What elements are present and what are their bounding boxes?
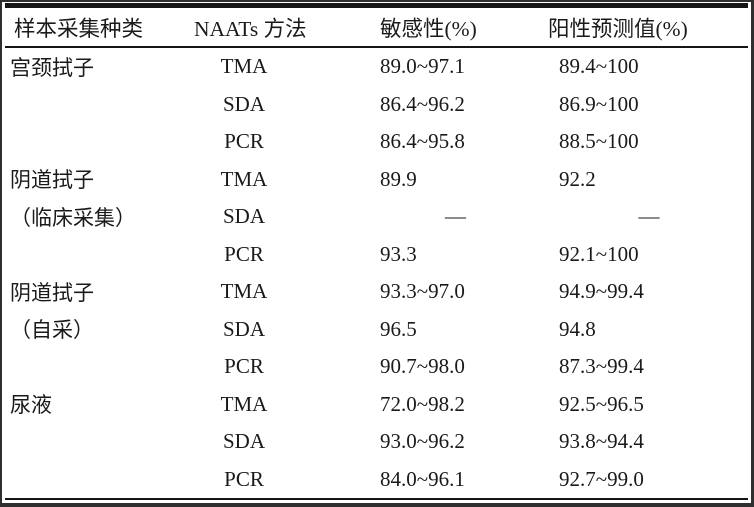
table-row: SDA 93.0~96.2 93.8~94.4 bbox=[2, 423, 751, 461]
table-row: 阴道拭子 TMA 93.3~97.0 94.9~99.4 bbox=[2, 273, 751, 311]
cell-sample: （临床采集） bbox=[10, 205, 136, 230]
cell-sensitivity: 93.0~96.2 bbox=[380, 429, 465, 454]
cell-method: PCR bbox=[224, 466, 264, 491]
header-rule bbox=[5, 46, 748, 48]
cell-method: SDA bbox=[222, 429, 265, 454]
cell-ppv: 94.9~99.4 bbox=[559, 279, 644, 304]
table-row: （临床采集） SDA — — bbox=[2, 198, 751, 236]
cell-sample: 尿液 bbox=[10, 393, 52, 418]
cell-sensitivity: 89.0~97.1 bbox=[380, 54, 465, 79]
cell-method: SDA bbox=[222, 316, 265, 341]
cell-ppv-no-data: — bbox=[638, 204, 660, 229]
cell-sensitivity: 89.9 bbox=[380, 166, 417, 191]
table-bottom-rule bbox=[5, 498, 748, 500]
cell-sensitivity: 96.5 bbox=[380, 316, 417, 341]
cell-sensitivity: 86.4~95.8 bbox=[380, 129, 465, 154]
cell-method: SDA bbox=[222, 204, 265, 229]
cell-ppv: 92.2 bbox=[559, 166, 596, 191]
table-row: SDA 86.4~96.2 86.9~100 bbox=[2, 86, 751, 124]
cell-ppv: 86.9~100 bbox=[559, 91, 639, 116]
table-row: PCR 90.7~98.0 87.3~99.4 bbox=[2, 348, 751, 386]
table-row: 阴道拭子 TMA 89.9 92.2 bbox=[2, 161, 751, 199]
cell-sample: 宫颈拭子 bbox=[10, 55, 94, 80]
cell-sensitivity: 84.0~96.1 bbox=[380, 466, 465, 491]
cell-sample: 阴道拭子 bbox=[10, 168, 94, 193]
cell-ppv: 89.4~100 bbox=[559, 54, 639, 79]
cell-ppv: 87.3~99.4 bbox=[559, 354, 644, 379]
cell-method: SDA bbox=[222, 91, 265, 116]
cell-ppv: 92.7~99.0 bbox=[559, 466, 644, 491]
cell-method: TMA bbox=[220, 166, 268, 191]
column-header-method: NAATs 方法 bbox=[194, 16, 307, 41]
cell-ppv: 92.1~100 bbox=[559, 241, 639, 266]
table-row: PCR 93.3 92.1~100 bbox=[2, 236, 751, 274]
cell-ppv: 92.5~96.5 bbox=[559, 391, 644, 416]
cell-sample: （自采） bbox=[10, 318, 94, 343]
table-row: 尿液 TMA 72.0~98.2 92.5~96.5 bbox=[2, 386, 751, 424]
cell-method: PCR bbox=[224, 129, 264, 154]
table-row: 宫颈拭子 TMA 89.0~97.1 89.4~100 bbox=[2, 48, 751, 86]
cell-method: TMA bbox=[220, 279, 268, 304]
cell-ppv: 93.8~94.4 bbox=[559, 429, 644, 454]
column-header-sample: 样本采集种类 bbox=[14, 16, 144, 41]
cell-sample: 阴道拭子 bbox=[10, 280, 94, 305]
cell-sensitivity: 90.7~98.0 bbox=[380, 354, 465, 379]
table-top-rule bbox=[5, 3, 748, 8]
cell-method: TMA bbox=[220, 54, 268, 79]
cell-method: PCR bbox=[224, 241, 264, 266]
cell-sensitivity-no-data: — bbox=[445, 204, 466, 229]
cell-method: PCR bbox=[224, 354, 264, 379]
table-row: （自采） SDA 96.5 94.8 bbox=[2, 311, 751, 349]
table-header-row: 样本采集种类 NAATs 方法 敏感性(%) 阳性预测值(%) bbox=[2, 8, 751, 46]
cell-method: TMA bbox=[220, 391, 268, 416]
cell-sensitivity: 93.3~97.0 bbox=[380, 279, 465, 304]
cell-ppv: 94.8 bbox=[559, 316, 596, 341]
cell-ppv: 88.5~100 bbox=[559, 129, 639, 154]
table-body: 宫颈拭子 TMA 89.0~97.1 89.4~100 SDA 86.4~96.… bbox=[2, 48, 751, 498]
table-row: PCR 86.4~95.8 88.5~100 bbox=[2, 123, 751, 161]
cell-sensitivity: 86.4~96.2 bbox=[380, 91, 465, 116]
column-header-sensitivity: 敏感性(%) bbox=[380, 16, 477, 41]
cell-sensitivity: 72.0~98.2 bbox=[380, 391, 465, 416]
column-header-ppv: 阳性预测值(%) bbox=[548, 16, 688, 41]
cell-sensitivity: 93.3 bbox=[380, 241, 417, 266]
table-row: PCR 84.0~96.1 92.7~99.0 bbox=[2, 461, 751, 499]
